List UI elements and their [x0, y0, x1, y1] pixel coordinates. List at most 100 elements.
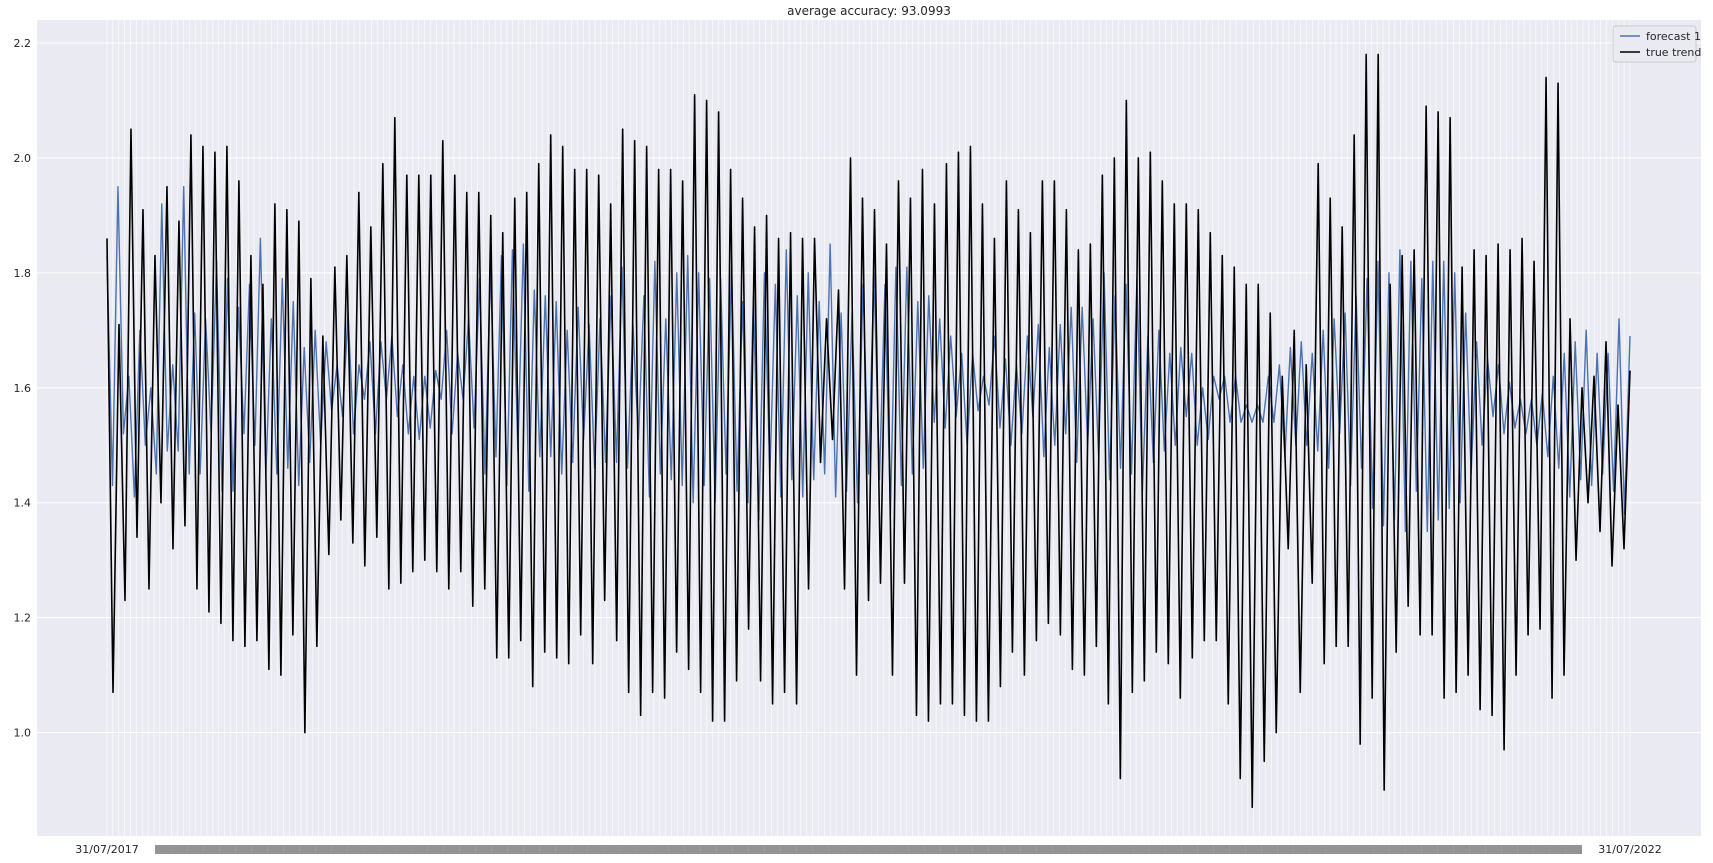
- x-tick-label-overlap: [1245, 845, 1262, 854]
- x-tick-label-overlap: [587, 845, 604, 854]
- x-tick-label-overlap: [956, 845, 973, 854]
- x-tick-label-overlap: [603, 845, 620, 854]
- x-tick-label-overlap: [1101, 845, 1117, 854]
- x-tick-label-overlap: [1437, 845, 1454, 854]
- x-tick-label-overlap: [972, 845, 989, 854]
- x-tick-label-overlap: [1004, 845, 1021, 854]
- x-tick-label-overlap: [539, 845, 556, 854]
- x-tick-label-overlap: [427, 845, 444, 854]
- x-tick-label-overlap: [1084, 845, 1101, 854]
- x-tick-label-overlap: [347, 845, 364, 854]
- legend-label-true-trend: true trend: [1646, 46, 1701, 59]
- x-tick-label-overlap: [1020, 845, 1037, 854]
- x-tick-label-overlap: [1149, 845, 1166, 854]
- x-tick-label-overlap: [716, 845, 733, 854]
- x-tick-label-overlap: [1117, 845, 1134, 854]
- x-tick-label-overlap: [1261, 845, 1278, 854]
- x-tick-label-overlap: [1052, 845, 1069, 854]
- x-tick-label-overlap: [940, 845, 957, 854]
- x-tick-label-overlap: [1421, 845, 1438, 854]
- x-tick-label-overlap: [171, 845, 188, 854]
- x-axis: 31/07/2017 31/07/2022: [75, 843, 1661, 856]
- x-tick-label-last: 31/07/2022: [1598, 843, 1661, 856]
- series-layer: [106, 53, 1631, 809]
- x-tick-label-overlap: [363, 845, 380, 854]
- x-tick-label-overlap: [507, 845, 524, 854]
- x-tick-label-overlap: [732, 845, 749, 854]
- x-tick-label-overlap: [523, 845, 540, 854]
- legend-label-forecast: forecast 1: [1646, 30, 1701, 43]
- legend: forecast 1 true trend: [1612, 25, 1701, 63]
- y-tick-label: 1.0: [14, 727, 32, 740]
- x-tick-label-overlap: [1309, 845, 1326, 854]
- x-tick-label-overlap: [908, 845, 925, 854]
- x-tick-label-overlap: [828, 845, 845, 854]
- x-tick-label-overlap: [1373, 845, 1390, 854]
- series-line-true-trend: [106, 53, 1631, 809]
- y-tick-label: 1.2: [14, 612, 32, 625]
- y-axis: 1.0 1.2 1.4 1.6 1.8 2.0 2.2: [14, 37, 32, 740]
- y-tick-label: 1.8: [14, 267, 32, 280]
- x-tick-label-overlap: [844, 845, 861, 854]
- x-tick-label-overlap: [988, 845, 1005, 854]
- x-tick-label-overlap: [475, 845, 492, 854]
- x-tick-label-overlap: [892, 845, 909, 854]
- y-tick-label: 1.4: [14, 497, 32, 510]
- x-tick-label-overlap: [700, 845, 717, 854]
- x-tick-label-overlap: [1533, 845, 1550, 854]
- y-tick-label: 1.6: [14, 382, 32, 395]
- x-tick-label-overlap: [1181, 845, 1198, 854]
- x-tick-label-overlap: [395, 845, 412, 854]
- x-tick-label-overlap: [1325, 845, 1342, 854]
- x-tick-label-overlap: [1357, 845, 1374, 854]
- x-tick-label-overlap: [748, 845, 765, 854]
- x-tick-label-overlap: [283, 845, 300, 854]
- x-tick-label-overlap: [1277, 845, 1294, 854]
- x-tick-label-overlap: [1453, 845, 1470, 854]
- x-tick-label-overlap: [1389, 845, 1406, 854]
- plot-background: [37, 20, 1701, 836]
- x-tick-label-overlap: [1549, 845, 1566, 854]
- x-tick-label-overlap: [555, 845, 572, 854]
- x-tick-label-overlap: [411, 845, 428, 854]
- x-tick-label-overlap: [924, 845, 941, 854]
- x-tick-label-overlap: [860, 845, 877, 854]
- x-tick-label-overlap: [187, 845, 204, 854]
- x-tick-label-overlap: [267, 845, 284, 854]
- chart-title: average accuracy: 93.0993: [787, 4, 951, 18]
- x-tick-label-overlap: [379, 845, 396, 854]
- x-tick-label-overlap: [1197, 845, 1214, 854]
- x-tick-label-overlap: [1133, 845, 1150, 854]
- x-tick-label-overlap: [491, 845, 508, 854]
- x-tick-label-overlap: [1229, 845, 1246, 854]
- y-tick-label: 2.0: [14, 152, 32, 165]
- x-tick-label-overlap: [1213, 845, 1230, 854]
- x-tick-label-overlap: [668, 845, 685, 854]
- x-tick-label-overlap: [1485, 845, 1502, 854]
- x-tick-label-overlap: [812, 845, 829, 854]
- x-tick-label-overlap: [1165, 845, 1182, 854]
- x-tick-label-overlap: [443, 845, 460, 854]
- x-tick-label-overlap: [315, 845, 332, 854]
- x-tick-label-overlap: [1068, 845, 1085, 854]
- x-tick-label-overlap: [684, 845, 701, 854]
- x-tick-label-overlap: [459, 845, 476, 854]
- x-tick-label-overlap: [764, 845, 781, 854]
- x-tick-label-overlap: [876, 845, 893, 854]
- x-tick-label-overlap: [1517, 845, 1534, 854]
- x-tick-label-overlap: [1405, 845, 1422, 854]
- x-tick-label-overlap: [1341, 845, 1358, 854]
- x-tick-label-overlap: [636, 845, 653, 854]
- x-tick-label-overlap: [780, 845, 797, 854]
- x-tick-label-overlap: [571, 845, 588, 854]
- x-tick-label-overlap: [1565, 845, 1582, 854]
- legend-box: [1612, 25, 1697, 63]
- x-tick-label-overlap: [203, 845, 220, 854]
- x-tick-label-overlap: [1501, 845, 1518, 854]
- x-tick-label-overlap: [219, 845, 236, 854]
- x-tick-label-overlap: [251, 845, 268, 854]
- x-tick-label-overlap: [652, 845, 669, 854]
- x-tick-label-overlap: [1469, 845, 1486, 854]
- x-tick-label-overlap: [299, 845, 316, 854]
- x-tick-label-overlap: [796, 845, 813, 854]
